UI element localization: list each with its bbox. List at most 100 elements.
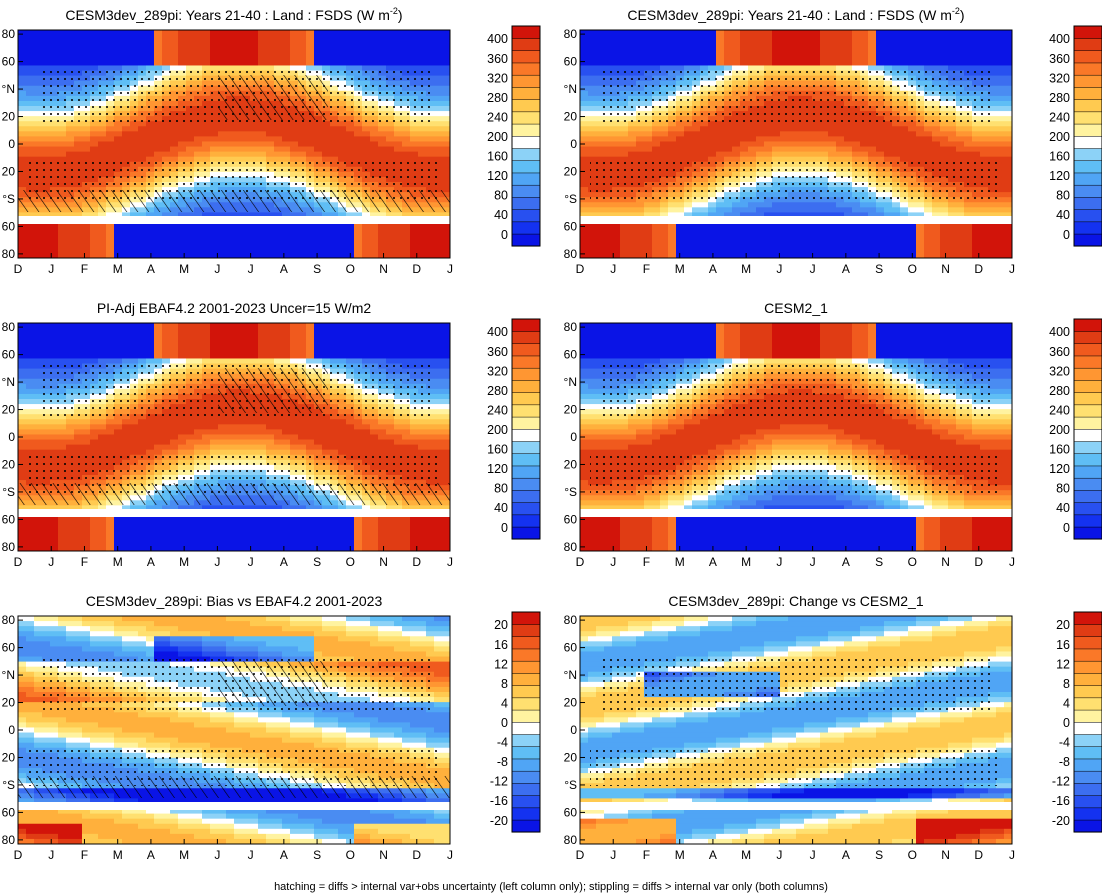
x-tick-label: M <box>113 555 123 569</box>
colorbar-swatch <box>512 197 540 210</box>
colorbar-label: 160 <box>487 443 508 457</box>
x-tick-label: J <box>1009 262 1015 276</box>
colorbar-swatch <box>1074 649 1102 662</box>
x-tick-label: O <box>346 555 355 569</box>
colorbar-swatch <box>512 99 540 112</box>
colorbar-label: 240 <box>487 403 508 417</box>
y-tick-label: 80 <box>564 833 578 847</box>
colorbar-label: -4 <box>497 736 508 750</box>
colorbar-swatch <box>1074 515 1102 528</box>
panel-5: CESM3dev_289pi: Bias vs EBAF4.2 2001-202… <box>2 593 540 862</box>
missing-band <box>18 802 450 810</box>
colorbar-label: 0 <box>501 521 508 535</box>
colorbar-swatch <box>1074 124 1102 137</box>
x-tick-label: O <box>908 555 917 569</box>
colorbar-swatch <box>512 356 540 369</box>
heatmap-field <box>580 616 1013 845</box>
y-tick-label: °N <box>2 82 15 96</box>
colorbar-label: 240 <box>1049 110 1070 124</box>
x-tick-label: S <box>875 848 883 862</box>
x-tick-label: F <box>81 848 88 862</box>
x-tick-label: A <box>280 262 288 276</box>
colorbar-label: 320 <box>1049 71 1070 85</box>
x-tick-label: J <box>248 848 254 862</box>
colorbar-label: 360 <box>487 345 508 359</box>
colorbar-swatch <box>512 527 540 540</box>
colorbar-swatch <box>1074 661 1102 674</box>
colorbar-swatch <box>1074 173 1102 186</box>
colorbar-label: 20 <box>494 618 508 632</box>
x-tick-label: D <box>576 848 585 862</box>
colorbar-swatch <box>1074 331 1102 344</box>
colorbar-swatch <box>512 661 540 674</box>
colorbar-swatch <box>512 319 540 332</box>
y-tick-label: 20 <box>564 457 578 471</box>
missing-band <box>18 216 450 224</box>
missing-band <box>580 802 1012 810</box>
panel-6: CESM3dev_289pi: Change vs CESM2_18060°N2… <box>564 593 1102 862</box>
colorbar-label: -16 <box>1052 794 1070 808</box>
x-tick-label: O <box>346 848 355 862</box>
colorbar-label: 4 <box>1063 696 1070 710</box>
x-tick-label: N <box>941 262 950 276</box>
hatching-north <box>218 661 328 706</box>
colorbar-swatch <box>512 209 540 222</box>
x-tick-label: N <box>379 555 388 569</box>
y-tick-label: 80 <box>2 27 16 41</box>
colorbar-swatch <box>1074 746 1102 759</box>
y-tick-label: 60 <box>2 219 16 233</box>
y-tick-label: °S <box>2 778 15 792</box>
panel-title: CESM2_1 <box>764 300 828 316</box>
y-tick-label: 20 <box>564 164 578 178</box>
colorbar-label: 40 <box>1056 501 1070 515</box>
colorbar-swatch <box>512 453 540 466</box>
colorbar-swatch <box>1074 734 1102 747</box>
colorbar-swatch <box>1074 136 1102 149</box>
colorbar-swatch <box>512 746 540 759</box>
y-tick-label: °S <box>2 485 15 499</box>
colorbar-label: 120 <box>487 169 508 183</box>
stippling-north <box>600 70 992 125</box>
colorbar-swatch <box>512 734 540 747</box>
y-tick-label: 0 <box>8 137 15 151</box>
colorbar-label: 120 <box>487 462 508 476</box>
colorbar-label: 280 <box>487 384 508 398</box>
x-tick-label: M <box>179 555 189 569</box>
colorbar-swatch <box>512 722 540 735</box>
colorbar-swatch <box>512 173 540 186</box>
colorbar-label: 40 <box>1056 208 1070 222</box>
colorbar-swatch <box>1074 38 1102 51</box>
y-tick-label: °N <box>2 375 15 389</box>
colorbar-label: 200 <box>487 423 508 437</box>
y-tick-label: 80 <box>564 613 578 627</box>
colorbar-swatch <box>512 515 540 528</box>
y-tick-label: 80 <box>564 320 578 334</box>
colorbar-swatch <box>1074 783 1102 796</box>
y-tick-label: 0 <box>8 430 15 444</box>
colorbar-swatch <box>1074 490 1102 503</box>
colorbar-label: -20 <box>490 814 508 828</box>
colorbar-swatch <box>512 698 540 711</box>
x-tick-label: M <box>179 848 189 862</box>
colorbar-swatch <box>512 87 540 100</box>
colorbar-swatch <box>1074 405 1102 418</box>
x-tick-label: A <box>842 848 850 862</box>
x-tick-label: J <box>447 848 453 862</box>
y-tick-label: 20 <box>564 750 578 764</box>
colorbar-swatch <box>512 710 540 723</box>
panel-title: PI-Adj EBAF4.2 2001-2023 Uncer=15 W/m2 <box>97 300 372 316</box>
colorbar-label: 400 <box>487 32 508 46</box>
colorbar-label: 320 <box>487 364 508 378</box>
colorbar-swatch <box>1074 429 1102 442</box>
colorbar-label: -8 <box>1059 755 1070 769</box>
colorbar-label: 120 <box>1049 169 1070 183</box>
x-tick-label: M <box>675 848 685 862</box>
x-tick-label: A <box>147 262 155 276</box>
stippling-north <box>600 656 992 711</box>
colorbar-swatch <box>1074 87 1102 100</box>
colorbar-swatch <box>512 478 540 491</box>
